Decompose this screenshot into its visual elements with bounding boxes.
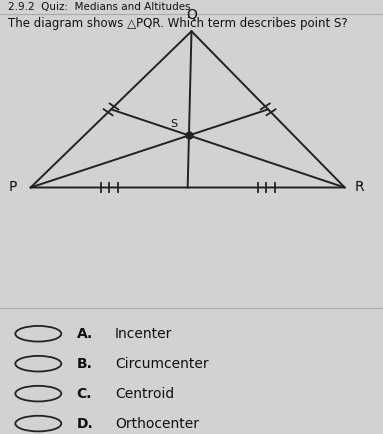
Text: Incenter: Incenter (115, 327, 172, 341)
Text: Q: Q (186, 8, 197, 22)
Text: B.: B. (77, 357, 92, 371)
Text: C.: C. (77, 387, 92, 401)
Text: S: S (170, 119, 177, 129)
Text: D.: D. (77, 417, 93, 431)
Text: 2.9.2  Quiz:  Medians and Altitudes: 2.9.2 Quiz: Medians and Altitudes (8, 2, 190, 12)
Text: The diagram shows △PQR. Which term describes point S?: The diagram shows △PQR. Which term descr… (8, 17, 347, 30)
Text: Orthocenter: Orthocenter (115, 417, 199, 431)
Text: P: P (9, 181, 17, 194)
Text: Circumcenter: Circumcenter (115, 357, 208, 371)
Text: R: R (354, 181, 364, 194)
Text: A.: A. (77, 327, 93, 341)
Text: Centroid: Centroid (115, 387, 174, 401)
